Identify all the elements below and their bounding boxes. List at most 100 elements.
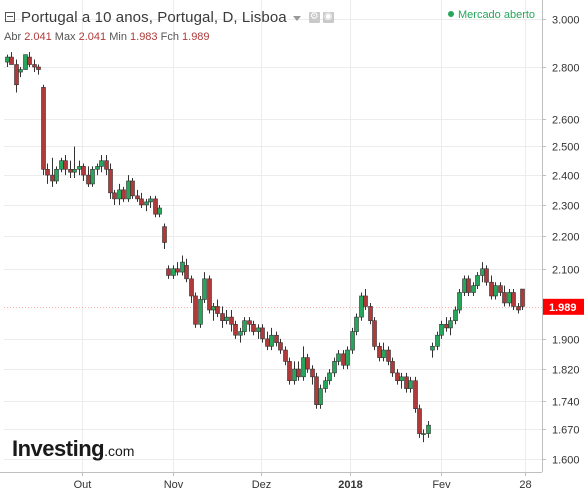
y-tick-label: 2.200 [552, 232, 580, 244]
chart-header: Portugal a 10 anos, Portugal, D, Lisboa … [5, 6, 337, 28]
candle-body [381, 349, 386, 358]
ohlc-open-value: 2.041 [24, 31, 52, 43]
candle-body [368, 306, 373, 321]
y-tick-label: 2.600 [552, 115, 580, 127]
candle-body [345, 349, 350, 366]
y-tick-label: 2.500 [552, 142, 580, 154]
x-tick-label: Fev [432, 479, 451, 491]
candle-body [50, 174, 55, 182]
candle-body [68, 168, 73, 173]
investing-logo: Investing.com [12, 436, 134, 462]
y-tick-label: 1.670 [552, 425, 580, 437]
candle-body [36, 66, 41, 70]
candle-body [86, 174, 91, 185]
x-tick-label: Dez [252, 479, 272, 491]
candle-body [215, 306, 220, 314]
candle-body [18, 69, 23, 73]
candle-body [184, 265, 189, 280]
candle-body [95, 166, 100, 170]
y-tick-label: 2.800 [552, 63, 580, 75]
candle-body [493, 285, 498, 297]
candle-body [251, 323, 256, 332]
status-dot-icon [448, 11, 454, 17]
candle-body [430, 346, 435, 351]
candle-body [198, 299, 203, 325]
candle-body [247, 320, 252, 325]
ohlc-readout: Abr 2.041 Max 2.041 Min 1.983 Fch 1.989 [4, 31, 210, 43]
candle-body [63, 160, 68, 170]
logo-brand: Investing [12, 436, 105, 461]
candle-body [466, 278, 471, 293]
candle-body [336, 353, 341, 362]
candle-body [462, 278, 467, 293]
candle-body [359, 295, 364, 318]
candle-body [305, 357, 310, 370]
candle-body [417, 408, 422, 434]
candle-body [224, 316, 229, 321]
candle-body [363, 295, 368, 307]
candle-body [507, 292, 512, 304]
logo-domain: .com [104, 443, 135, 459]
candle-body [372, 320, 377, 347]
candle-body [108, 168, 113, 194]
candle-body [81, 166, 86, 176]
candle-body [448, 320, 453, 329]
candle-body [144, 201, 149, 206]
ohlc-low-value: 1.983 [130, 31, 158, 43]
candle-body [283, 349, 288, 362]
candle-body [480, 268, 485, 276]
candle-body [211, 306, 216, 311]
candle-body [189, 278, 194, 297]
chevron-down-icon[interactable] [292, 15, 301, 21]
candle-body [72, 168, 77, 173]
candle-body [395, 372, 400, 382]
candle-body [41, 87, 46, 170]
ohlc-close-value: 1.989 [182, 31, 210, 43]
candle-body [14, 64, 19, 86]
candle-body [520, 288, 525, 307]
camera-icon[interactable]: ◉ [322, 10, 334, 23]
candle-body [327, 372, 332, 382]
candle-body [287, 361, 292, 382]
candle-body [135, 195, 140, 200]
candle-body [314, 376, 319, 405]
y-tick-label: 1.820 [552, 365, 580, 377]
candle-body [301, 357, 306, 378]
candle-body [202, 278, 207, 300]
x-tick-label: Out [74, 479, 92, 491]
candle-body [310, 368, 315, 378]
market-status: Mercado aberto [448, 9, 535, 21]
candle-body [117, 189, 122, 200]
candle-body [390, 361, 395, 374]
candle-body [59, 160, 64, 170]
candle-body [318, 388, 323, 405]
x-tick-label: 28 [519, 479, 531, 491]
candle-body [175, 268, 180, 273]
candle-body [377, 346, 382, 358]
candle-body [90, 168, 95, 185]
y-tick-label: 1.740 [552, 397, 580, 409]
x-tick-label: Nov [164, 479, 184, 491]
candle-body [130, 180, 135, 197]
gear-icon[interactable]: ⚙ [308, 10, 320, 23]
candle-body [265, 338, 270, 347]
candle-body [386, 349, 391, 362]
candle-body [157, 207, 162, 215]
candle-body [471, 285, 476, 293]
candles-group [5, 52, 525, 443]
candle-body [153, 198, 158, 215]
candle-body [511, 292, 516, 307]
candle-body [260, 327, 265, 340]
ohlc-close-label: Fch [160, 31, 179, 43]
y-tick-label: 2.400 [552, 171, 580, 183]
candle-body [421, 433, 426, 435]
candle-body [32, 64, 37, 68]
candle-body [426, 424, 431, 434]
candle-body [77, 166, 82, 170]
minus-square-icon[interactable] [5, 12, 15, 22]
ohlc-open-label: Abr [4, 31, 22, 43]
candle-body [220, 313, 225, 321]
candle-body [27, 56, 32, 65]
ohlc-low-label: Min [109, 31, 127, 43]
